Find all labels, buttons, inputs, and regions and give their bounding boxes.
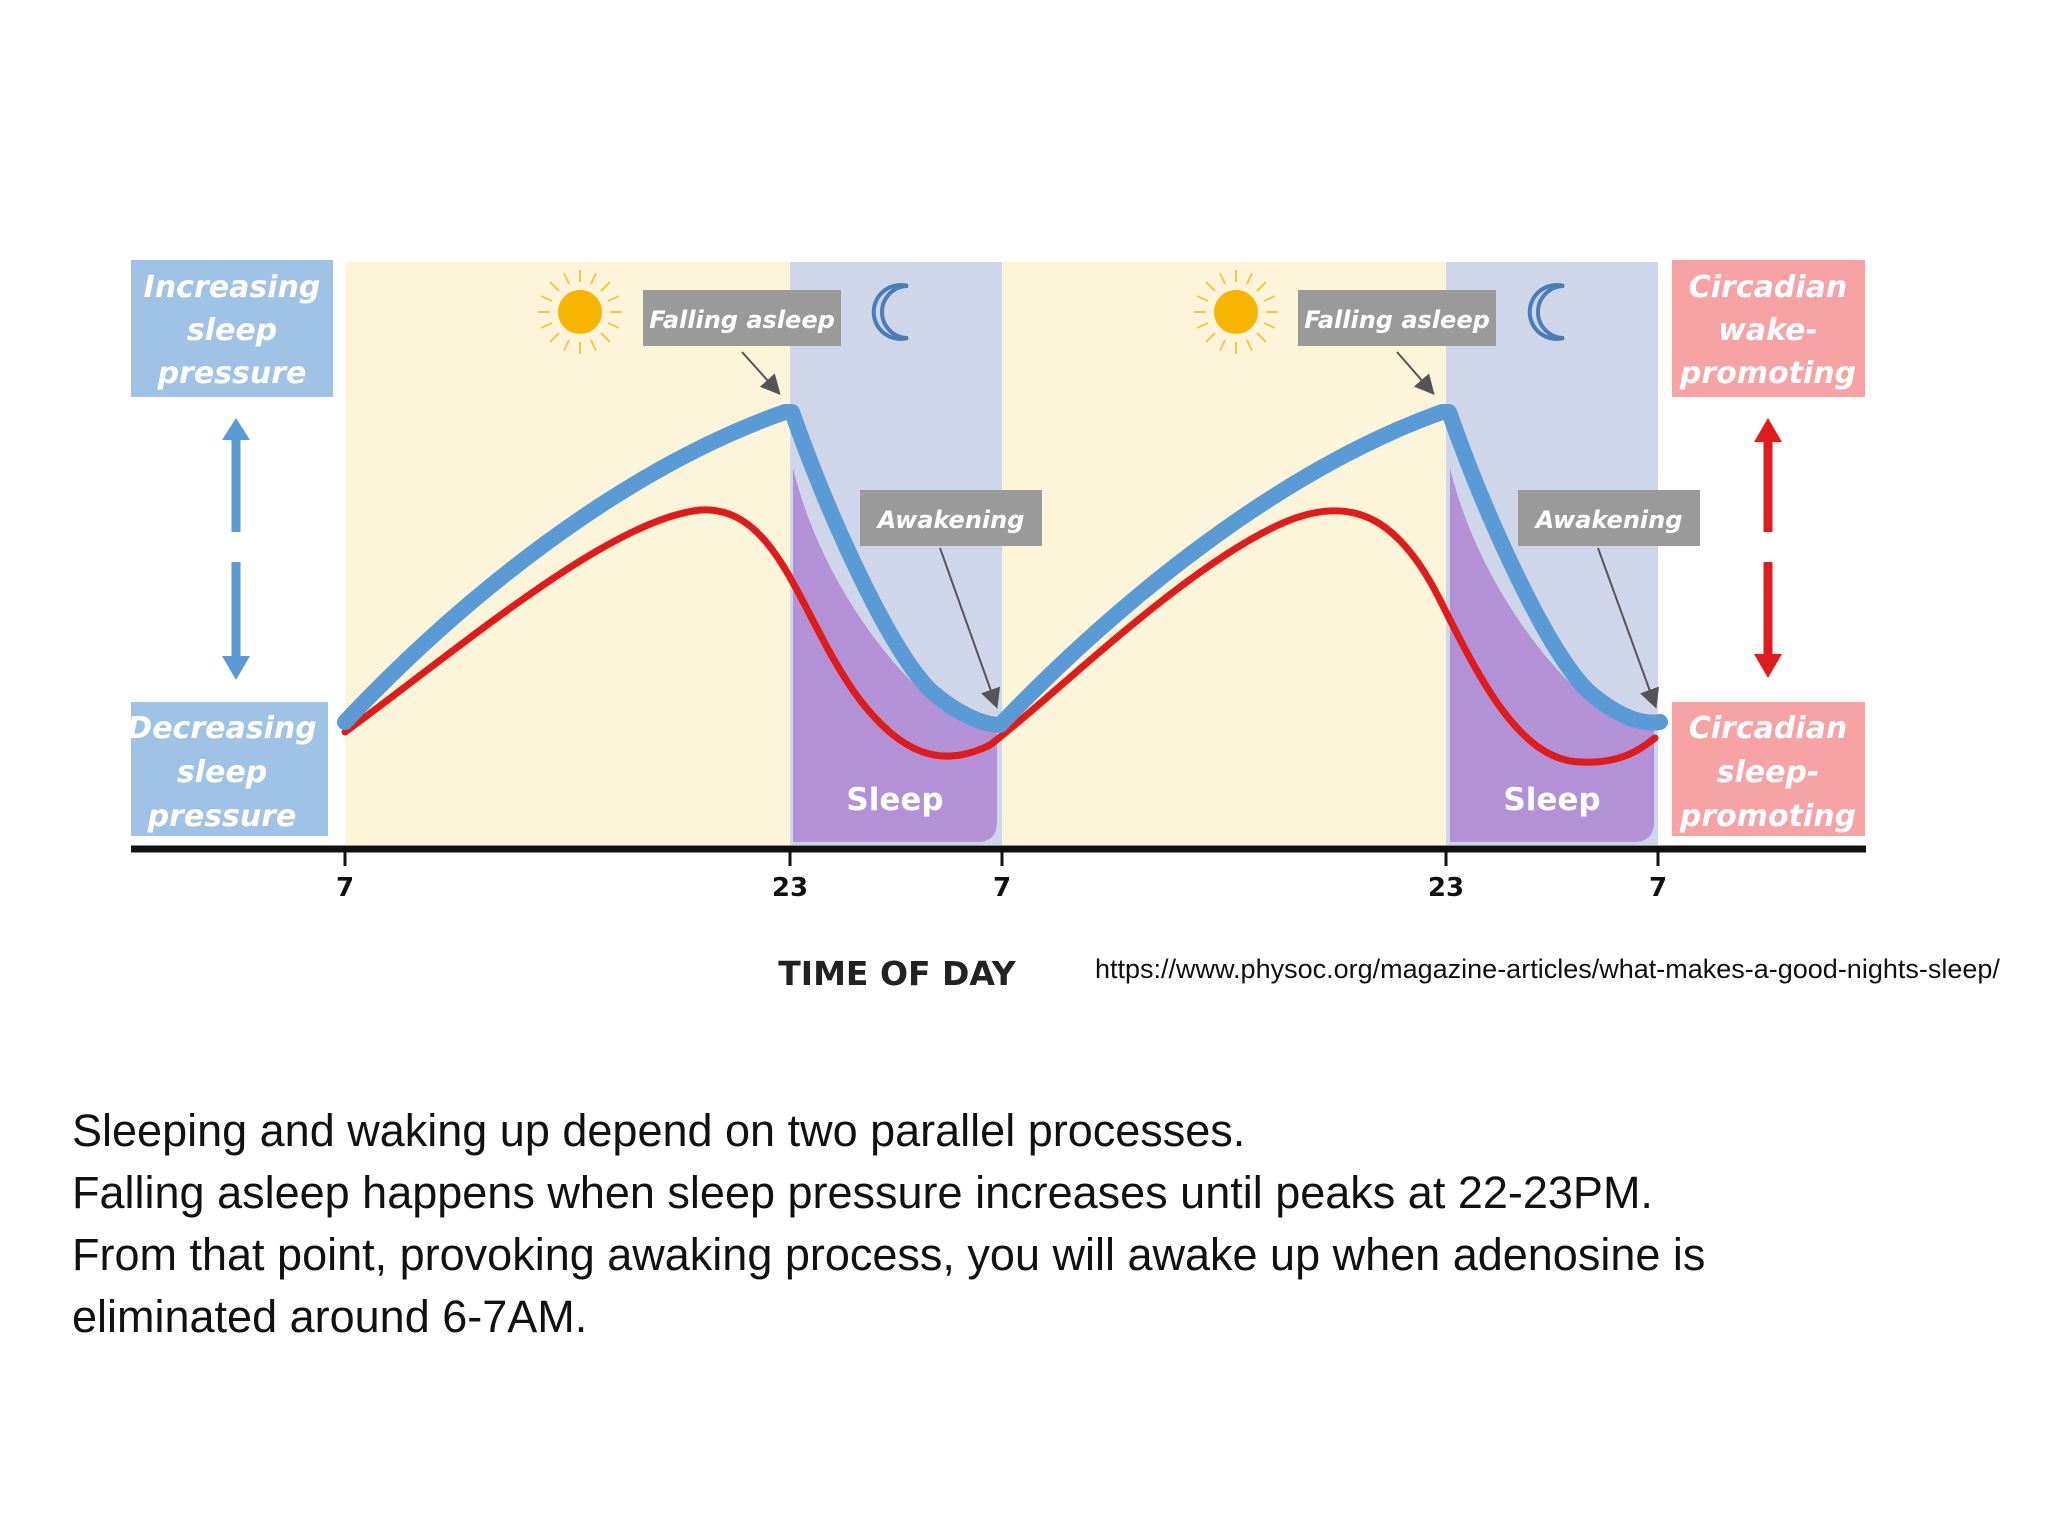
circadian-wake-promoting-box [1672, 260, 1865, 397]
awakening-callout-2 [1518, 490, 1700, 546]
tick-label-1: 7 [336, 873, 354, 903]
awakening-pointer-1 [939, 547, 1001, 709]
tick-label-5: 7 [1649, 873, 1667, 903]
caption-line-4: eliminated around 6-7AM. [72, 1291, 588, 1342]
sleep-promo-line-2: sleep- [1717, 755, 1820, 790]
falling-asleep-callout-1 [643, 290, 841, 346]
decreasing-sleep-pressure-box [131, 702, 328, 836]
wake-line-3: promoting [1679, 356, 1856, 391]
moon-icon [871, 283, 909, 341]
sleep-area-1 [793, 468, 997, 842]
source-url: https://www.physoc.org/magazine-articles… [1095, 954, 2000, 984]
moon-icon [1527, 283, 1565, 341]
caption-line-3: From that point, provoking awaking proce… [72, 1229, 1706, 1280]
falling-asleep-pointer-1 [741, 351, 781, 395]
circadian-arrows [1754, 418, 1782, 678]
caption-text: Sleeping and waking up depend on two par… [72, 1100, 1972, 1348]
increasing-line-2: sleep [187, 313, 277, 348]
tick-label-2: 23 [772, 873, 808, 903]
awakening-callout-1 [860, 490, 1042, 546]
sleep-pressure-curve [337, 404, 1668, 733]
axis-tick-marks [343, 849, 1660, 866]
sleep-area-2 [1450, 468, 1654, 842]
increasing-line-1: Increasing [144, 270, 321, 305]
awakening-text-1: Awakening [876, 506, 1025, 534]
falling-asleep-pointer-2 [1396, 351, 1435, 396]
sleep-label-1: Sleep [846, 782, 943, 818]
increasing-line-3: pressure [157, 356, 307, 391]
decreasing-line-2: sleep [177, 755, 267, 790]
sun-icon [1194, 270, 1278, 354]
sleep-promo-line-3: promoting [1679, 799, 1856, 834]
day-band-1 [345, 262, 790, 845]
sleep-pressure-arrows [222, 418, 250, 680]
tick-label-4: 23 [1428, 873, 1464, 903]
increasing-sleep-pressure-box [131, 260, 333, 397]
wake-line-1: Circadian [1689, 270, 1847, 305]
caption-line-2: Falling asleep happens when sleep pressu… [72, 1167, 1653, 1218]
sleep-promo-line-1: Circadian [1689, 711, 1847, 746]
circadian-sleep-promoting-box [1672, 702, 1865, 836]
wake-line-2: wake- [1718, 313, 1818, 348]
tick-label-3: 7 [993, 873, 1011, 903]
awakening-text-2: Awakening [1534, 506, 1683, 534]
x-axis-title: TIME OF DAY [778, 954, 1017, 993]
decreasing-line-1: Decreasing [127, 711, 316, 746]
sleep-label-2: Sleep [1503, 782, 1600, 818]
falling-asleep-callout-2 [1298, 290, 1496, 346]
sun-icon [538, 270, 622, 354]
decreasing-line-3: pressure [147, 799, 297, 834]
falling-asleep-text-1: Falling asleep [649, 306, 835, 334]
falling-asleep-text-2: Falling asleep [1304, 306, 1490, 334]
awakening-pointer-2 [1597, 547, 1659, 709]
caption-line-1: Sleeping and waking up depend on two par… [72, 1105, 1246, 1156]
circadian-curve [341, 506, 1659, 766]
